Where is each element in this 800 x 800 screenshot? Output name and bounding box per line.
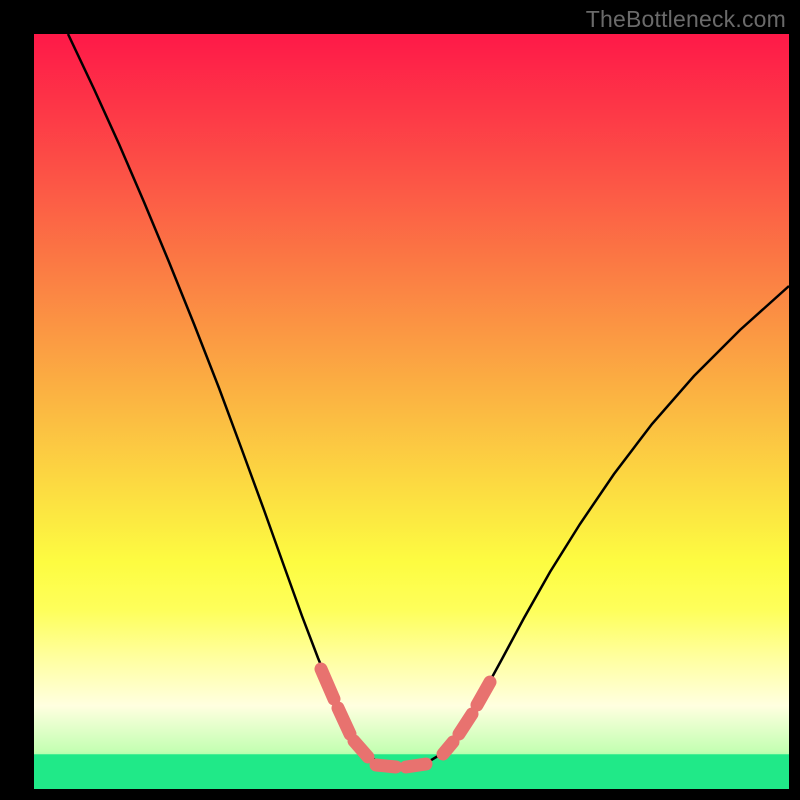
chart-plot-area [34,34,789,789]
watermark-text: TheBottleneck.com [586,6,786,33]
chart-background [34,34,789,789]
chart-svg [34,34,789,789]
